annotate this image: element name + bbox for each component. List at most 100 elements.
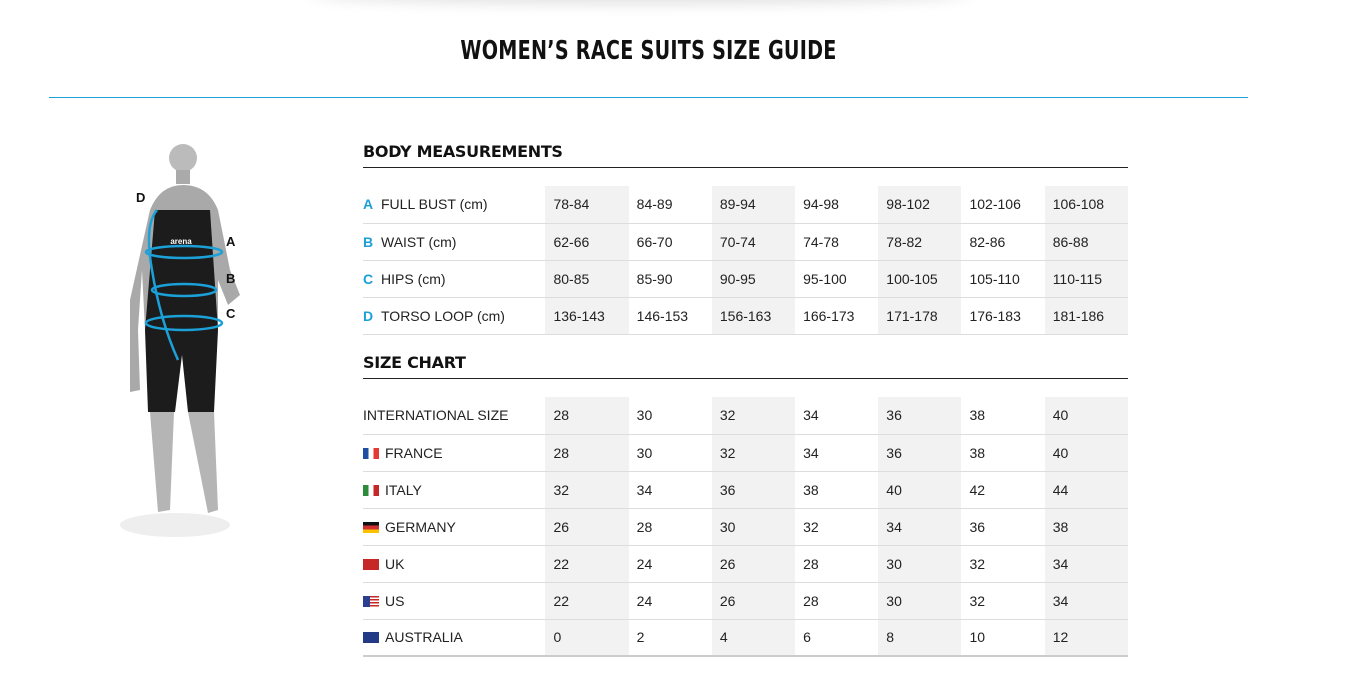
page-title: WOMEN’S RACE SUITS SIZE GUIDE bbox=[460, 36, 837, 66]
table-cell: 156-163 bbox=[711, 297, 796, 335]
table-cell: 78-84 bbox=[545, 186, 629, 224]
table-cell: 30 bbox=[878, 582, 962, 620]
table-cell: 30 bbox=[628, 434, 712, 472]
table-cell: 166-173 bbox=[795, 297, 879, 335]
row-label-text: HIPS (cm) bbox=[381, 270, 446, 287]
table-cell: 34 bbox=[795, 397, 879, 435]
table-cell: 30 bbox=[711, 508, 796, 546]
table-cell: 30 bbox=[628, 397, 712, 435]
table-cell: 62-66 bbox=[545, 223, 629, 261]
measurement-letter: B bbox=[363, 233, 374, 250]
table-cell: 80-85 bbox=[545, 260, 629, 298]
table-cell: 176-183 bbox=[961, 297, 1045, 335]
swimmer-measurement-figure: arena D A B C bbox=[120, 144, 240, 537]
label-c: C bbox=[226, 306, 236, 321]
table-cell: 85-90 bbox=[628, 260, 712, 298]
label-a: A bbox=[226, 234, 236, 249]
section-title: BODY MEASUREMENTS bbox=[363, 142, 1128, 168]
table-row: D TORSO LOOP (cm) 136-143 146-153 156-163 166… bbox=[363, 297, 1128, 335]
row-label-text: US bbox=[385, 592, 405, 609]
table-row: UK 22 24 26 28 30 32 34 bbox=[363, 545, 1128, 583]
table-cell: 82-86 bbox=[961, 223, 1045, 261]
table-cell: 34 bbox=[878, 508, 962, 546]
body-measurements-table: A FULL BUST (cm) 78-84 84-89 89-94 94-98 98-10… bbox=[363, 186, 1128, 335]
size-chart-table: INTERNATIONAL SIZE 28 30 32 34 36 38 40 FRANCE 28… bbox=[363, 397, 1128, 657]
table-cell: 26 bbox=[711, 545, 796, 583]
size-chart-section: SIZE CHART INTERNATIONAL SIZE 28 30 32 34 36 3… bbox=[363, 353, 1128, 657]
france-flag-icon bbox=[363, 447, 379, 459]
row-label: A FULL BUST (cm) bbox=[363, 186, 546, 224]
table-cell: 74-78 bbox=[795, 223, 879, 261]
table-cell: 34 bbox=[1044, 582, 1128, 620]
row-label: D TORSO LOOP (cm) bbox=[363, 297, 546, 335]
table-cell: 146-153 bbox=[628, 297, 712, 335]
row-label-text: UK bbox=[385, 555, 405, 572]
table-cell: 36 bbox=[878, 397, 962, 435]
row-label: INTERNATIONAL SIZE bbox=[363, 397, 546, 435]
table-cell: 22 bbox=[545, 545, 629, 583]
table-cell: 28 bbox=[545, 397, 629, 435]
table-cell: 106-108 bbox=[1044, 186, 1128, 224]
table-cell: 4 bbox=[711, 619, 796, 657]
row-label: UK bbox=[363, 545, 546, 583]
measurement-letter: D bbox=[363, 307, 374, 324]
table-cell: 98-102 bbox=[878, 186, 962, 224]
table-cell: 40 bbox=[878, 471, 962, 509]
table-cell: 171-178 bbox=[878, 297, 962, 335]
table-cell: 34 bbox=[795, 434, 879, 472]
table-cell: 84-89 bbox=[628, 186, 712, 224]
row-label: GERMANY bbox=[363, 508, 546, 546]
table-cell: 22 bbox=[545, 582, 629, 620]
table-cell: 10 bbox=[961, 619, 1045, 657]
table-cell: 38 bbox=[795, 471, 879, 509]
table-row: A FULL BUST (cm) 78-84 84-89 89-94 94-98 98-10… bbox=[363, 186, 1128, 224]
table-cell: 38 bbox=[961, 434, 1045, 472]
table-cell: 8 bbox=[878, 619, 962, 657]
table-cell: 110-115 bbox=[1044, 260, 1128, 298]
table-row: US 22 24 26 28 30 32 34 bbox=[363, 582, 1128, 620]
row-label-text: AUSTRALIA bbox=[385, 629, 463, 646]
table-cell: 89-94 bbox=[711, 186, 796, 224]
table-cell: 36 bbox=[878, 434, 962, 472]
table-cell: 181-186 bbox=[1044, 297, 1128, 335]
italy-flag-icon bbox=[363, 484, 379, 496]
table-row: ITALY 32 34 36 38 40 42 44 bbox=[363, 471, 1128, 509]
row-label: ITALY bbox=[363, 471, 546, 509]
table-cell: 28 bbox=[795, 545, 879, 583]
table-row: INTERNATIONAL SIZE 28 30 32 34 36 38 40 bbox=[363, 397, 1128, 435]
table-cell: 24 bbox=[628, 545, 712, 583]
table-cell: 90-95 bbox=[711, 260, 796, 298]
table-cell: 24 bbox=[628, 582, 712, 620]
row-label: FRANCE bbox=[363, 434, 546, 472]
table-cell: 32 bbox=[711, 434, 796, 472]
us-flag-icon bbox=[363, 595, 379, 607]
table-cell: 38 bbox=[1044, 508, 1128, 546]
title-divider bbox=[49, 97, 1248, 98]
row-label: AUSTRALIA bbox=[363, 619, 546, 657]
table-cell: 40 bbox=[1044, 434, 1128, 472]
table-cell: 36 bbox=[711, 471, 796, 509]
row-label-text: ITALY bbox=[385, 481, 422, 498]
row-label-text: WAIST (cm) bbox=[381, 233, 457, 250]
table-cell: 136-143 bbox=[545, 297, 629, 335]
table-cell: 94-98 bbox=[795, 186, 879, 224]
row-label-text: INTERNATIONAL SIZE bbox=[363, 407, 509, 424]
row-label: US bbox=[363, 582, 546, 620]
table-cell: 40 bbox=[1044, 397, 1128, 435]
table-cell: 30 bbox=[878, 545, 962, 583]
table-cell: 32 bbox=[711, 397, 796, 435]
table-cell: 32 bbox=[961, 545, 1045, 583]
table-row: FRANCE 28 30 32 34 36 38 40 bbox=[363, 434, 1128, 472]
table-cell: 102-106 bbox=[961, 186, 1045, 224]
table-cell: 70-74 bbox=[711, 223, 796, 261]
table-cell: 32 bbox=[545, 471, 629, 509]
table-cell: 36 bbox=[961, 508, 1045, 546]
table-cell: 0 bbox=[545, 619, 629, 657]
table-cell: 26 bbox=[545, 508, 629, 546]
table-row: C HIPS (cm) 80-85 85-90 90-95 95-100 100-105 10… bbox=[363, 260, 1128, 298]
table-cell: 66-70 bbox=[628, 223, 712, 261]
table-cell: 28 bbox=[545, 434, 629, 472]
uk-flag-icon bbox=[363, 558, 379, 570]
germany-flag-icon bbox=[363, 521, 379, 533]
table-cell: 32 bbox=[961, 582, 1045, 620]
